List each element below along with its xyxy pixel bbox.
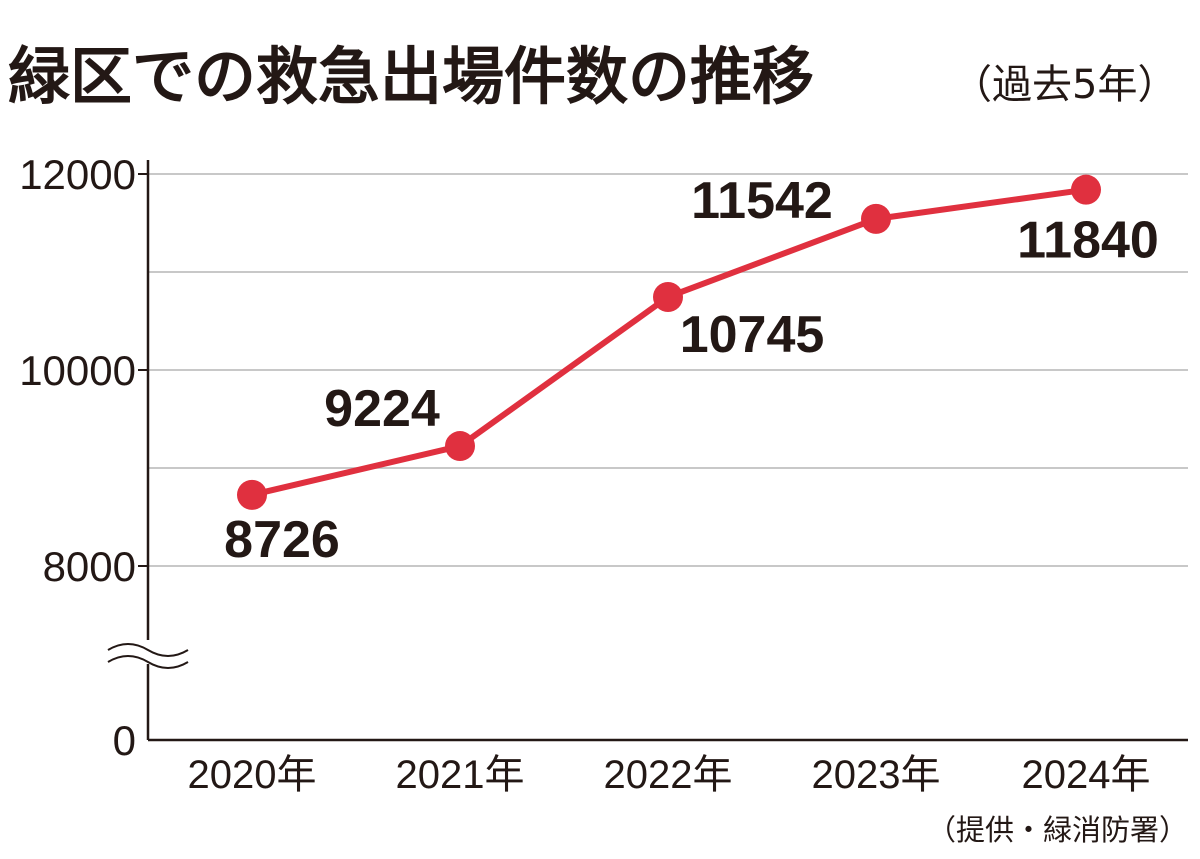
y-tick-label: 10000: [19, 347, 136, 394]
data-label: 9224: [324, 380, 440, 438]
data-label: 10745: [680, 306, 825, 364]
x-tick-label: 2021年: [396, 753, 525, 797]
source-note: （提供・緑消防署）: [927, 813, 1188, 847]
x-tick-label: 2020年: [188, 753, 317, 797]
chart-subtitle: （過去5年）: [952, 62, 1177, 108]
chart-title: 緑区での救急出場件数の推移: [8, 40, 814, 113]
series-line-path: [249, 186, 1089, 498]
data-point: [861, 203, 891, 234]
data-label: 11840: [1017, 212, 1159, 270]
x-tick-labels: 2020年 2021年 2022年 2023年 2024年: [188, 753, 1151, 797]
data-point: [653, 281, 683, 312]
grid-lines: [148, 173, 1188, 567]
axis-break-wave: [107, 643, 189, 657]
data-points: [237, 174, 1101, 510]
y-tick-labels: 0 8000 10000 12000: [19, 151, 136, 764]
series-line: [249, 186, 1089, 498]
axis-break-wave: [107, 655, 189, 669]
data-point: [445, 431, 475, 462]
y-tick-label: 8000: [43, 543, 136, 590]
data-point: [1071, 174, 1101, 205]
data-label: 11542: [691, 172, 833, 230]
axis-break-gap: [108, 640, 188, 664]
data-label: 8726: [224, 511, 340, 569]
x-tick-label: 2024年: [1022, 753, 1151, 797]
data-point: [237, 479, 267, 510]
x-tick-label: 2023年: [812, 753, 941, 797]
y-tick-label: 12000: [19, 151, 136, 198]
y-tick-label: 0: [113, 717, 136, 764]
axis-break-mark: [107, 640, 189, 669]
data-labels: 8726 9224 10745 11542 11840: [224, 172, 1159, 569]
x-tick-label: 2022年: [604, 753, 733, 797]
